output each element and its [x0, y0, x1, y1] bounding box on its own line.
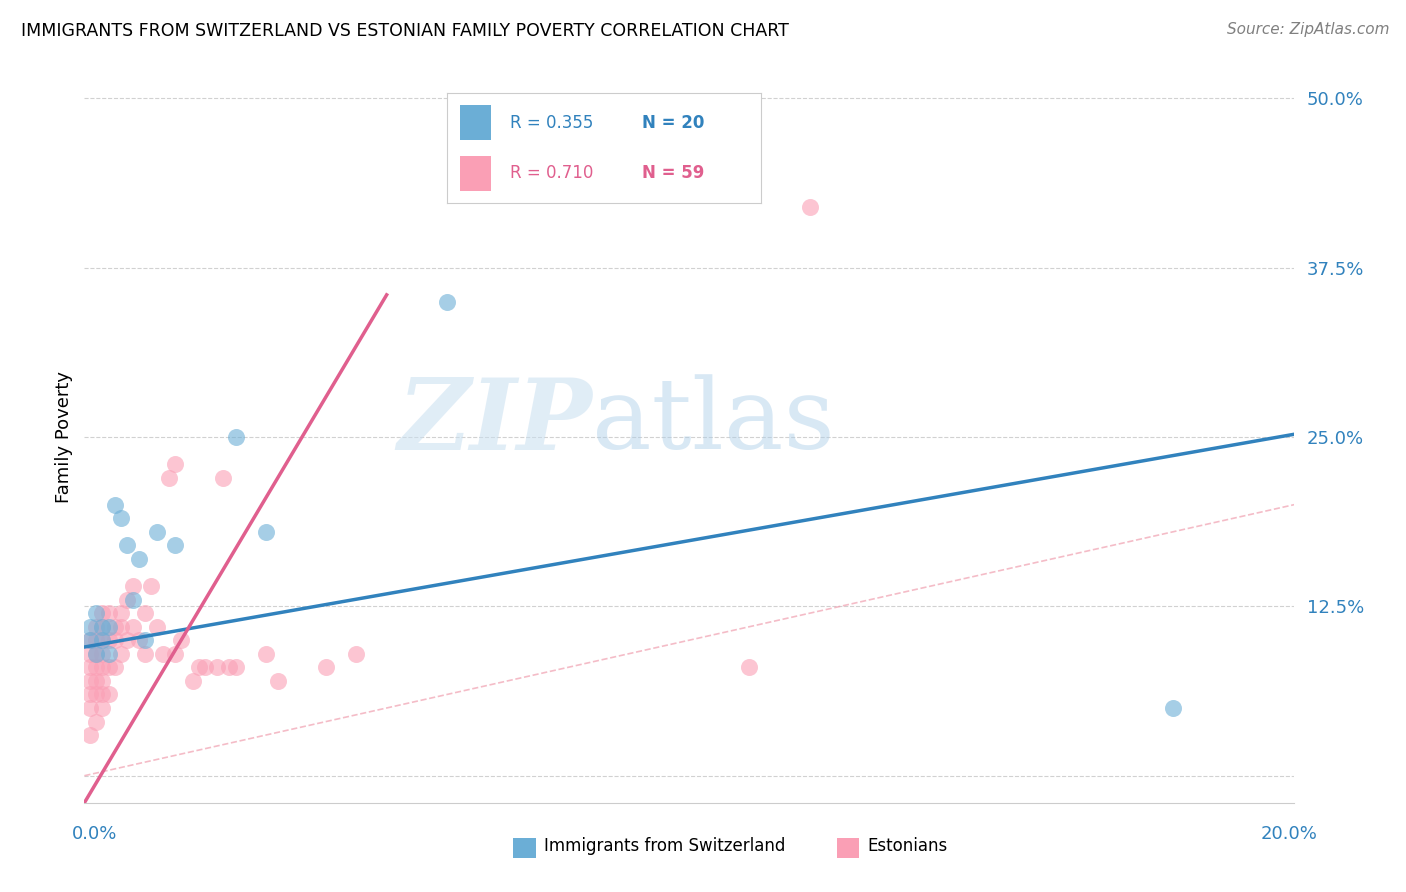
Point	[79, 673, 101, 688]
Point	[346, 647, 368, 661]
Point	[79, 633, 101, 648]
Point	[79, 688, 101, 702]
Point	[86, 647, 108, 661]
Point	[225, 660, 247, 674]
Point	[110, 606, 132, 620]
Point	[315, 660, 337, 674]
Point	[115, 538, 138, 552]
Point	[79, 633, 101, 648]
Point	[79, 620, 101, 634]
Point	[139, 579, 162, 593]
Point	[121, 592, 143, 607]
Point	[1161, 701, 1184, 715]
Point	[97, 606, 120, 620]
Point	[225, 430, 247, 444]
Point	[104, 498, 127, 512]
Point	[86, 620, 108, 634]
Point	[91, 688, 114, 702]
Point	[104, 620, 127, 634]
Point	[799, 200, 821, 214]
Point	[86, 688, 108, 702]
Point	[436, 294, 458, 309]
Text: Source: ZipAtlas.com: Source: ZipAtlas.com	[1226, 22, 1389, 37]
Point	[157, 471, 180, 485]
Point	[115, 592, 138, 607]
Text: Immigrants from Switzerland: Immigrants from Switzerland	[544, 837, 786, 855]
Y-axis label: Family Poverty: Family Poverty	[55, 371, 73, 503]
Point	[267, 673, 290, 688]
Point	[110, 620, 132, 634]
Point	[79, 701, 101, 715]
Point	[91, 701, 114, 715]
Point	[79, 660, 101, 674]
Point	[97, 647, 120, 661]
Point	[146, 524, 169, 539]
Point	[121, 579, 143, 593]
Point	[79, 647, 101, 661]
Point	[91, 620, 114, 634]
Text: atlas: atlas	[592, 375, 835, 470]
Point	[97, 688, 120, 702]
Point	[254, 647, 277, 661]
Point	[91, 633, 114, 648]
Point	[163, 457, 186, 471]
Point	[128, 552, 150, 566]
Point	[86, 647, 108, 661]
Point	[104, 633, 127, 648]
Point	[181, 673, 204, 688]
Point	[97, 660, 120, 674]
Point	[86, 660, 108, 674]
Point	[86, 673, 108, 688]
Point	[128, 633, 150, 648]
Point	[110, 647, 132, 661]
Point	[91, 606, 114, 620]
Point	[91, 633, 114, 648]
Text: 20.0%: 20.0%	[1261, 825, 1317, 843]
Point	[194, 660, 217, 674]
Point	[110, 511, 132, 525]
Point	[121, 620, 143, 634]
Point	[170, 633, 193, 648]
Point	[218, 660, 240, 674]
Point	[134, 633, 156, 648]
Point	[152, 647, 174, 661]
Point	[146, 620, 169, 634]
Point	[86, 606, 108, 620]
Point	[207, 660, 229, 674]
Point	[97, 633, 120, 648]
Point	[104, 660, 127, 674]
Point	[86, 633, 108, 648]
Point	[738, 660, 761, 674]
Text: Estonians: Estonians	[868, 837, 948, 855]
Point	[79, 728, 101, 742]
Point	[163, 538, 186, 552]
Point	[212, 471, 235, 485]
Point	[91, 647, 114, 661]
Point	[254, 524, 277, 539]
Point	[91, 660, 114, 674]
Point	[86, 714, 108, 729]
Text: ZIP: ZIP	[398, 375, 592, 471]
Point	[91, 620, 114, 634]
Point	[188, 660, 211, 674]
Point	[97, 620, 120, 634]
Text: 0.0%: 0.0%	[72, 825, 117, 843]
Text: IMMIGRANTS FROM SWITZERLAND VS ESTONIAN FAMILY POVERTY CORRELATION CHART: IMMIGRANTS FROM SWITZERLAND VS ESTONIAN …	[21, 22, 789, 40]
Point	[91, 673, 114, 688]
Point	[134, 606, 156, 620]
Point	[163, 647, 186, 661]
Point	[134, 647, 156, 661]
Point	[115, 633, 138, 648]
